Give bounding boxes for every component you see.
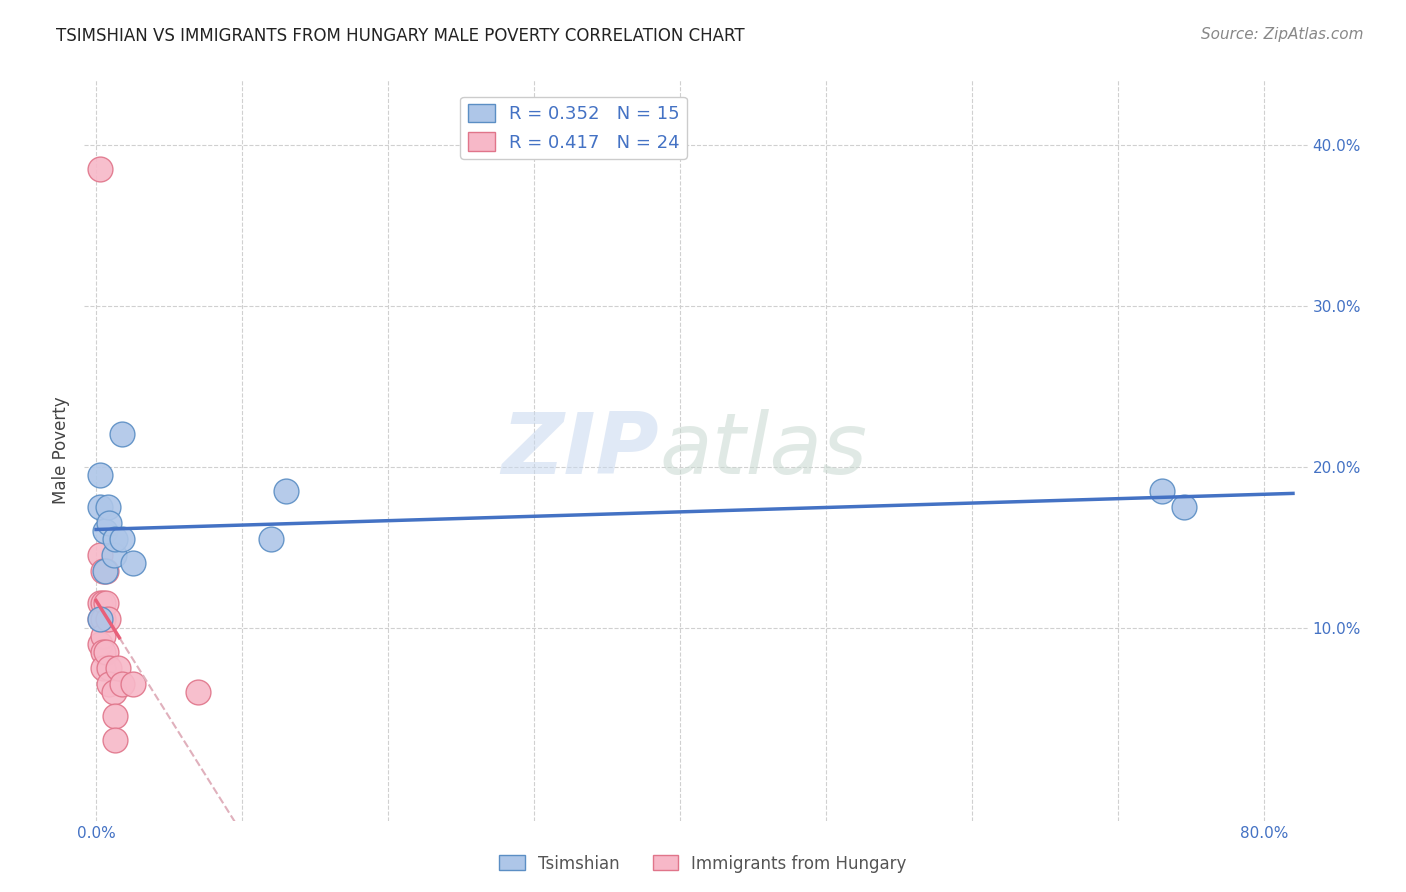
Y-axis label: Male Poverty: Male Poverty: [52, 397, 70, 504]
Point: [89, 612, 111, 626]
Point: [91, 596, 114, 610]
Point: [121, 556, 143, 570]
Point: [1150, 483, 1173, 498]
Point: [94, 524, 117, 538]
Text: ZIP: ZIP: [502, 409, 659, 492]
Point: [103, 685, 125, 699]
Point: [97, 500, 120, 514]
Point: [111, 677, 134, 691]
Point: [1173, 500, 1195, 514]
Legend: Tsimshian, Immigrants from Hungary: Tsimshian, Immigrants from Hungary: [494, 848, 912, 880]
Point: [89, 596, 111, 610]
Point: [91, 661, 114, 675]
Point: [96, 596, 118, 610]
Point: [89, 467, 111, 482]
Point: [104, 709, 127, 723]
Point: [104, 733, 127, 747]
Point: [89, 161, 111, 176]
Point: [104, 532, 127, 546]
Point: [91, 612, 114, 626]
Point: [97, 612, 120, 626]
Point: [111, 532, 134, 546]
Point: [98, 677, 121, 691]
Text: atlas: atlas: [659, 409, 868, 492]
Point: [98, 661, 121, 675]
Point: [107, 661, 129, 675]
Legend: R = 0.352   N = 15, R = 0.417   N = 24: R = 0.352 N = 15, R = 0.417 N = 24: [460, 96, 688, 159]
Point: [187, 685, 209, 699]
Point: [260, 532, 283, 546]
Text: Source: ZipAtlas.com: Source: ZipAtlas.com: [1201, 27, 1364, 42]
Point: [91, 628, 114, 642]
Text: TSIMSHIAN VS IMMIGRANTS FROM HUNGARY MALE POVERTY CORRELATION CHART: TSIMSHIAN VS IMMIGRANTS FROM HUNGARY MAL…: [56, 27, 745, 45]
Point: [91, 564, 114, 578]
Point: [111, 427, 134, 442]
Point: [103, 548, 125, 562]
Point: [96, 645, 118, 659]
Point: [89, 612, 111, 626]
Point: [274, 483, 297, 498]
Point: [89, 500, 111, 514]
Point: [89, 548, 111, 562]
Point: [91, 645, 114, 659]
Point: [121, 677, 143, 691]
Point: [89, 637, 111, 651]
Point: [94, 564, 117, 578]
Point: [98, 516, 121, 530]
Point: [96, 564, 118, 578]
